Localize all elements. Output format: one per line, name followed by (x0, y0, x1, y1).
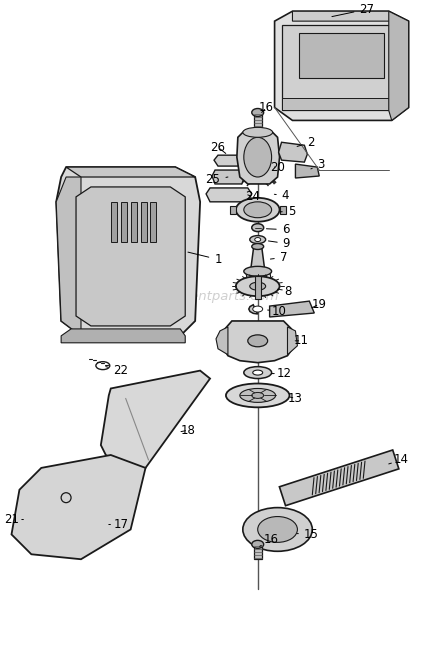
Polygon shape (281, 25, 398, 111)
Polygon shape (11, 455, 145, 559)
Text: 18: 18 (181, 424, 195, 437)
Text: 22: 22 (105, 364, 128, 377)
Polygon shape (279, 450, 398, 506)
Polygon shape (248, 305, 257, 314)
Ellipse shape (249, 236, 265, 243)
Polygon shape (101, 371, 210, 470)
Text: 25: 25 (205, 173, 227, 186)
Polygon shape (140, 202, 146, 241)
Polygon shape (120, 202, 126, 241)
Text: 8: 8 (277, 285, 290, 298)
Polygon shape (111, 202, 116, 241)
Ellipse shape (242, 508, 312, 551)
Text: 9: 9 (268, 237, 289, 250)
Ellipse shape (251, 540, 263, 548)
Ellipse shape (251, 224, 263, 232)
Text: 27: 27 (331, 3, 374, 17)
Text: 3: 3 (310, 158, 324, 171)
Text: 14: 14 (388, 454, 408, 466)
Text: 19: 19 (311, 298, 326, 311)
Text: 13: 13 (287, 392, 302, 405)
Text: 5: 5 (279, 205, 295, 218)
Text: 24: 24 (245, 190, 260, 203)
Ellipse shape (243, 202, 271, 217)
Ellipse shape (242, 127, 272, 137)
Ellipse shape (247, 335, 267, 347)
Ellipse shape (235, 276, 279, 296)
Polygon shape (253, 544, 261, 559)
Polygon shape (281, 98, 398, 111)
Polygon shape (56, 167, 200, 336)
Polygon shape (130, 202, 136, 241)
Polygon shape (250, 247, 264, 269)
Text: 4: 4 (274, 190, 289, 203)
Text: 1: 1 (187, 252, 221, 266)
Text: 26: 26 (210, 141, 225, 154)
Ellipse shape (243, 367, 271, 378)
Text: 7: 7 (270, 251, 286, 264)
Polygon shape (211, 170, 244, 184)
Polygon shape (221, 321, 294, 363)
Text: 15: 15 (296, 528, 318, 541)
Polygon shape (214, 155, 241, 166)
Text: 20: 20 (270, 160, 284, 173)
Ellipse shape (225, 384, 289, 408)
Text: 10: 10 (267, 305, 286, 318)
Text: 12: 12 (271, 367, 291, 380)
Polygon shape (237, 133, 279, 184)
Polygon shape (292, 11, 408, 21)
Polygon shape (61, 329, 185, 343)
Ellipse shape (251, 109, 263, 116)
Polygon shape (278, 142, 307, 162)
Polygon shape (150, 202, 156, 241)
Ellipse shape (239, 388, 275, 402)
Polygon shape (76, 187, 185, 326)
Polygon shape (274, 11, 408, 120)
Polygon shape (287, 327, 297, 355)
Text: 16: 16 (259, 533, 279, 546)
Polygon shape (216, 327, 227, 355)
Text: 6: 6 (266, 223, 289, 236)
Text: 11: 11 (293, 334, 308, 347)
Text: 2: 2 (296, 136, 314, 149)
Text: 16: 16 (259, 101, 273, 114)
Polygon shape (269, 301, 314, 317)
Polygon shape (279, 206, 285, 214)
Polygon shape (230, 206, 235, 214)
Ellipse shape (251, 393, 263, 399)
Ellipse shape (235, 198, 279, 222)
Text: ereplacementparts.com: ereplacementparts.com (121, 290, 279, 303)
Ellipse shape (254, 237, 260, 241)
Polygon shape (299, 33, 383, 78)
Ellipse shape (249, 282, 265, 291)
Ellipse shape (257, 516, 297, 542)
Polygon shape (66, 167, 195, 177)
Ellipse shape (251, 243, 263, 250)
Polygon shape (253, 113, 261, 130)
Polygon shape (206, 188, 251, 202)
Ellipse shape (243, 267, 271, 276)
Ellipse shape (252, 370, 262, 375)
Text: 17: 17 (108, 518, 128, 531)
Polygon shape (254, 276, 260, 299)
Ellipse shape (243, 137, 271, 177)
Polygon shape (388, 11, 408, 120)
Text: 21: 21 (4, 513, 23, 526)
Ellipse shape (252, 306, 262, 312)
Polygon shape (56, 177, 81, 336)
Polygon shape (295, 164, 319, 178)
